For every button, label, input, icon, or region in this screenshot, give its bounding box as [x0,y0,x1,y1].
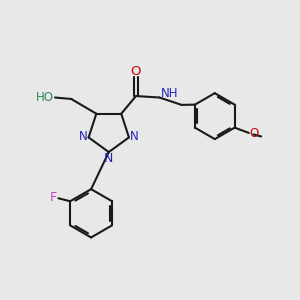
Text: N: N [79,130,88,143]
Text: O: O [131,65,141,78]
Text: F: F [50,191,57,204]
Text: O: O [249,127,259,140]
Text: N: N [130,130,139,143]
Text: N: N [104,152,113,165]
Text: HO: HO [36,91,54,104]
Text: NH: NH [161,87,178,100]
